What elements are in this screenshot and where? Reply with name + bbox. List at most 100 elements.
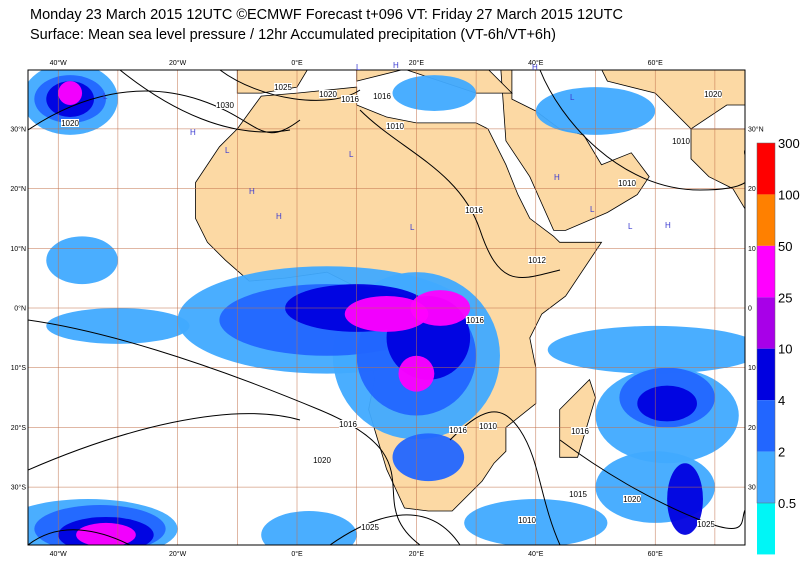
contour-label: 1020	[623, 495, 641, 504]
map-layer	[28, 70, 745, 545]
precip-area	[667, 463, 703, 535]
pressure-center: L	[225, 146, 230, 155]
contour-label: 1016	[465, 206, 483, 215]
contour-label: 1016	[373, 92, 391, 101]
legend-swatch	[757, 194, 775, 246]
pressure-center: L	[349, 150, 354, 159]
contour-label: 1010	[672, 137, 690, 146]
pressure-center: L	[590, 205, 595, 214]
contour-label: 1010	[618, 179, 636, 188]
land	[500, 70, 650, 231]
lon-label-bottom: 20°E	[409, 550, 425, 558]
pressure-center: L	[628, 222, 633, 231]
legend-swatch	[757, 400, 775, 452]
legend-label: 300	[778, 136, 800, 151]
lat-label-right: 10	[748, 246, 756, 253]
isobar	[559, 439, 745, 530]
precip-area	[261, 510, 357, 545]
legend-label: 4	[778, 393, 785, 408]
lat-label-left: 0°N	[14, 305, 26, 313]
precip-area	[46, 236, 118, 285]
contour-label: 1012	[528, 256, 546, 265]
legend-swatch	[757, 297, 775, 349]
title: Monday 23 March 2015 12UTC ©ECMWF Foreca…	[30, 7, 623, 23]
contour-label-bg	[373, 92, 391, 100]
pressure-center: L	[103, 92, 108, 101]
contour-label: 1016	[571, 427, 589, 436]
precip-area	[392, 433, 465, 482]
lat-label-left: 30°S	[11, 484, 27, 492]
contour-label-bg	[313, 456, 331, 464]
precip-area	[76, 522, 136, 545]
contour-label-bg	[216, 101, 234, 109]
contour-label-bg	[386, 122, 404, 130]
lat-label-left: 20°S	[11, 424, 27, 432]
contour-label: 1010	[479, 422, 497, 431]
isobar	[28, 319, 421, 545]
contour-label: 1020	[313, 456, 331, 465]
subtitle: Surface: Mean sea level pressure / 12hr …	[30, 27, 556, 43]
precip-area	[547, 325, 745, 374]
legend-swatch	[757, 503, 775, 555]
lat-label-left: 30°N	[10, 125, 26, 133]
contour-label-bg	[361, 523, 379, 531]
contour-label: 1015	[569, 490, 587, 499]
contour-label: 1010	[386, 122, 404, 131]
map-labels: 40°W 20°W 0°E 20°E 40°E 60°E 40°W 20°W 0°E 20°E 40…	[10, 59, 763, 558]
legend-swatch	[757, 245, 775, 298]
contour-label: 1020	[319, 90, 337, 99]
contour-label: 1016	[466, 316, 484, 325]
lat-label-right: 30°N	[748, 125, 764, 133]
isobar	[539, 70, 745, 191]
contour-label-bg	[449, 426, 467, 434]
land	[559, 378, 596, 458]
pressure-center: H	[190, 128, 196, 137]
contour-label: 1020	[704, 90, 722, 99]
contour-label-bg	[341, 95, 359, 103]
map-frame	[27, 69, 746, 546]
lon-label-bottom: 0°E	[291, 550, 303, 558]
legend-label: 2	[778, 445, 785, 460]
precip-area	[637, 385, 697, 422]
legend-label: 10	[778, 342, 792, 357]
contour-label-bg	[319, 90, 337, 98]
pressure-center: H	[393, 61, 399, 70]
legend-label: 50	[778, 239, 792, 254]
contour-label-bg	[528, 256, 546, 264]
isobar	[449, 411, 561, 545]
lon-label-top: 20°E	[409, 59, 425, 67]
isobar	[28, 529, 131, 545]
contour-label: 1016	[341, 95, 359, 104]
contour-label-bg	[623, 495, 641, 503]
lon-label-top: 20°W	[169, 59, 187, 67]
legend-label: 0.5	[778, 496, 796, 511]
lon-label-top: 40°W	[50, 59, 68, 67]
isobar	[359, 109, 561, 278]
legend-swatch	[757, 348, 775, 401]
contour-label-bg	[518, 516, 536, 524]
contour-label: 1025	[274, 83, 292, 92]
legend-swatch	[757, 451, 775, 503]
pressure-center: L	[570, 93, 575, 102]
pressure-center: H	[532, 63, 538, 72]
contour-label-bg	[704, 90, 722, 98]
precip-area	[58, 81, 83, 106]
contour-label-bg	[466, 316, 484, 324]
contour-label-bg	[465, 206, 483, 214]
contour-label: 1025	[697, 520, 715, 529]
isobar	[28, 90, 301, 134]
pressure-center: L	[356, 63, 361, 72]
contour-label-bg	[618, 179, 636, 187]
pressure-center: L	[410, 223, 415, 232]
lat-label-right: 20	[748, 425, 756, 432]
lon-label-bottom: 40°E	[528, 550, 544, 558]
lon-label-bottom: 20°W	[169, 550, 187, 558]
lon-label-top: 0°E	[291, 59, 303, 67]
precip-area	[344, 296, 429, 332]
lat-label-left: 10°S	[11, 364, 27, 372]
contour-label-bg	[571, 427, 589, 435]
lon-label-bottom: 40°W	[50, 550, 68, 558]
contour-label-bg	[479, 422, 497, 430]
lon-label-bottom: 60°E	[648, 550, 664, 558]
